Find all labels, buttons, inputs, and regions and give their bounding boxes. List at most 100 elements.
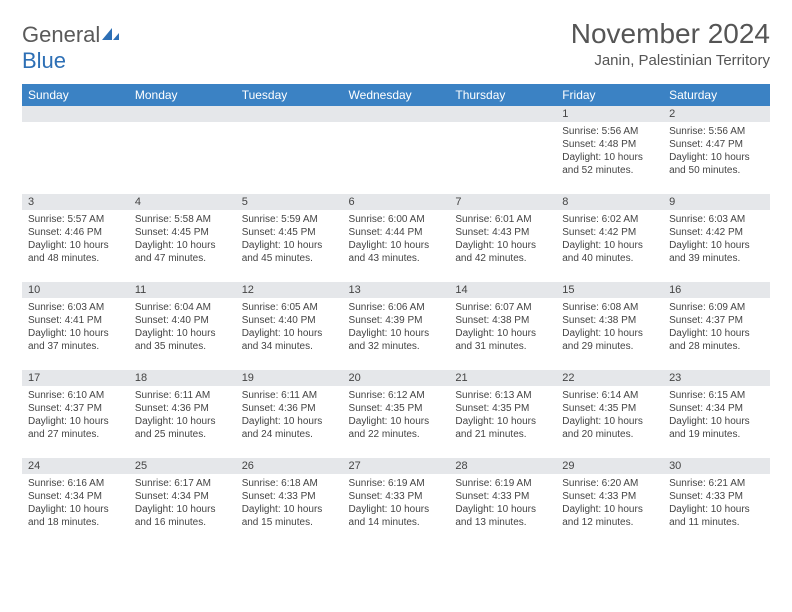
day-line: and 45 minutes.	[242, 252, 337, 265]
day-number: 18	[129, 370, 236, 386]
day-line: Sunset: 4:45 PM	[135, 226, 230, 239]
calendar-cell: 26Sunrise: 6:18 AMSunset: 4:33 PMDayligh…	[236, 458, 343, 546]
day-number: 21	[449, 370, 556, 386]
day-line: and 14 minutes.	[349, 516, 444, 529]
day-line: and 47 minutes.	[135, 252, 230, 265]
location-label: Janin, Palestinian Territory	[571, 52, 770, 69]
day-number: 24	[22, 458, 129, 474]
day-line: Sunset: 4:41 PM	[28, 314, 123, 327]
day-line: and 22 minutes.	[349, 428, 444, 441]
sail-icon	[100, 22, 120, 48]
day-number: 7	[449, 194, 556, 210]
day-line: and 40 minutes.	[562, 252, 657, 265]
day-line: Sunset: 4:45 PM	[242, 226, 337, 239]
calendar-row: 24Sunrise: 6:16 AMSunset: 4:34 PMDayligh…	[22, 458, 770, 546]
day-line: Sunrise: 5:56 AM	[669, 125, 764, 138]
day-line: Sunrise: 6:12 AM	[349, 389, 444, 402]
calendar-cell	[343, 106, 450, 194]
day-number	[129, 106, 236, 122]
day-number: 28	[449, 458, 556, 474]
day-line: Sunrise: 6:11 AM	[242, 389, 337, 402]
calendar-cell: 6Sunrise: 6:00 AMSunset: 4:44 PMDaylight…	[343, 194, 450, 282]
day-content: Sunrise: 6:21 AMSunset: 4:33 PMDaylight:…	[663, 474, 770, 533]
day-content: Sunrise: 5:58 AMSunset: 4:45 PMDaylight:…	[129, 210, 236, 269]
day-line: Daylight: 10 hours	[28, 503, 123, 516]
page-title: November 2024	[571, 18, 770, 50]
calendar-cell: 30Sunrise: 6:21 AMSunset: 4:33 PMDayligh…	[663, 458, 770, 546]
day-line: and 24 minutes.	[242, 428, 337, 441]
calendar-cell: 22Sunrise: 6:14 AMSunset: 4:35 PMDayligh…	[556, 370, 663, 458]
weekday-header: Friday	[556, 84, 663, 106]
day-line: Daylight: 10 hours	[135, 503, 230, 516]
day-line: and 12 minutes.	[562, 516, 657, 529]
calendar-cell: 21Sunrise: 6:13 AMSunset: 4:35 PMDayligh…	[449, 370, 556, 458]
day-number: 12	[236, 282, 343, 298]
day-number	[343, 106, 450, 122]
day-content	[22, 122, 129, 129]
day-line: Sunrise: 6:07 AM	[455, 301, 550, 314]
day-line: Sunset: 4:34 PM	[28, 490, 123, 503]
day-number: 30	[663, 458, 770, 474]
day-line: Sunrise: 6:19 AM	[349, 477, 444, 490]
day-line: and 15 minutes.	[242, 516, 337, 529]
day-line: Sunrise: 6:17 AM	[135, 477, 230, 490]
day-content	[343, 122, 450, 129]
day-content: Sunrise: 6:03 AMSunset: 4:41 PMDaylight:…	[22, 298, 129, 357]
day-line: Sunrise: 5:59 AM	[242, 213, 337, 226]
day-line: and 20 minutes.	[562, 428, 657, 441]
day-number: 27	[343, 458, 450, 474]
weekday-header: Sunday	[22, 84, 129, 106]
calendar-cell: 13Sunrise: 6:06 AMSunset: 4:39 PMDayligh…	[343, 282, 450, 370]
day-line: Sunset: 4:33 PM	[349, 490, 444, 503]
calendar-cell: 28Sunrise: 6:19 AMSunset: 4:33 PMDayligh…	[449, 458, 556, 546]
day-line: Sunset: 4:33 PM	[669, 490, 764, 503]
day-line: Sunset: 4:40 PM	[242, 314, 337, 327]
day-line: Sunrise: 6:21 AM	[669, 477, 764, 490]
weekday-header: Monday	[129, 84, 236, 106]
day-line: Sunset: 4:36 PM	[242, 402, 337, 415]
day-line: Sunrise: 6:08 AM	[562, 301, 657, 314]
day-line: Daylight: 10 hours	[669, 503, 764, 516]
day-content: Sunrise: 6:04 AMSunset: 4:40 PMDaylight:…	[129, 298, 236, 357]
calendar-row: 3Sunrise: 5:57 AMSunset: 4:46 PMDaylight…	[22, 194, 770, 282]
logo-word2: Blue	[22, 48, 66, 73]
day-line: Sunrise: 6:05 AM	[242, 301, 337, 314]
day-content: Sunrise: 6:11 AMSunset: 4:36 PMDaylight:…	[236, 386, 343, 445]
day-line: Sunrise: 6:14 AM	[562, 389, 657, 402]
day-line: Sunset: 4:47 PM	[669, 138, 764, 151]
day-line: Daylight: 10 hours	[242, 239, 337, 252]
day-line: Daylight: 10 hours	[135, 327, 230, 340]
day-content: Sunrise: 6:20 AMSunset: 4:33 PMDaylight:…	[556, 474, 663, 533]
day-number: 3	[22, 194, 129, 210]
day-content: Sunrise: 6:05 AMSunset: 4:40 PMDaylight:…	[236, 298, 343, 357]
day-number: 26	[236, 458, 343, 474]
day-line: and 31 minutes.	[455, 340, 550, 353]
day-line: and 16 minutes.	[135, 516, 230, 529]
day-line: Sunrise: 6:00 AM	[349, 213, 444, 226]
day-number: 16	[663, 282, 770, 298]
calendar-cell: 23Sunrise: 6:15 AMSunset: 4:34 PMDayligh…	[663, 370, 770, 458]
day-line: Daylight: 10 hours	[28, 239, 123, 252]
day-content: Sunrise: 6:09 AMSunset: 4:37 PMDaylight:…	[663, 298, 770, 357]
calendar-cell: 9Sunrise: 6:03 AMSunset: 4:42 PMDaylight…	[663, 194, 770, 282]
day-line: Sunrise: 6:19 AM	[455, 477, 550, 490]
day-line: Sunset: 4:40 PM	[135, 314, 230, 327]
calendar-row: 17Sunrise: 6:10 AMSunset: 4:37 PMDayligh…	[22, 370, 770, 458]
day-line: and 37 minutes.	[28, 340, 123, 353]
calendar-body: 1Sunrise: 5:56 AMSunset: 4:48 PMDaylight…	[22, 106, 770, 546]
day-line: Sunset: 4:33 PM	[455, 490, 550, 503]
calendar-row: 10Sunrise: 6:03 AMSunset: 4:41 PMDayligh…	[22, 282, 770, 370]
day-line: Sunrise: 6:09 AM	[669, 301, 764, 314]
calendar-cell	[449, 106, 556, 194]
day-line: Daylight: 10 hours	[669, 415, 764, 428]
day-line: and 18 minutes.	[28, 516, 123, 529]
day-line: and 28 minutes.	[669, 340, 764, 353]
day-content: Sunrise: 6:18 AMSunset: 4:33 PMDaylight:…	[236, 474, 343, 533]
day-content	[236, 122, 343, 129]
day-number: 5	[236, 194, 343, 210]
day-line: Sunset: 4:36 PM	[135, 402, 230, 415]
day-line: Daylight: 10 hours	[455, 239, 550, 252]
day-line: Sunset: 4:35 PM	[455, 402, 550, 415]
day-line: Sunrise: 6:18 AM	[242, 477, 337, 490]
calendar-cell: 12Sunrise: 6:05 AMSunset: 4:40 PMDayligh…	[236, 282, 343, 370]
